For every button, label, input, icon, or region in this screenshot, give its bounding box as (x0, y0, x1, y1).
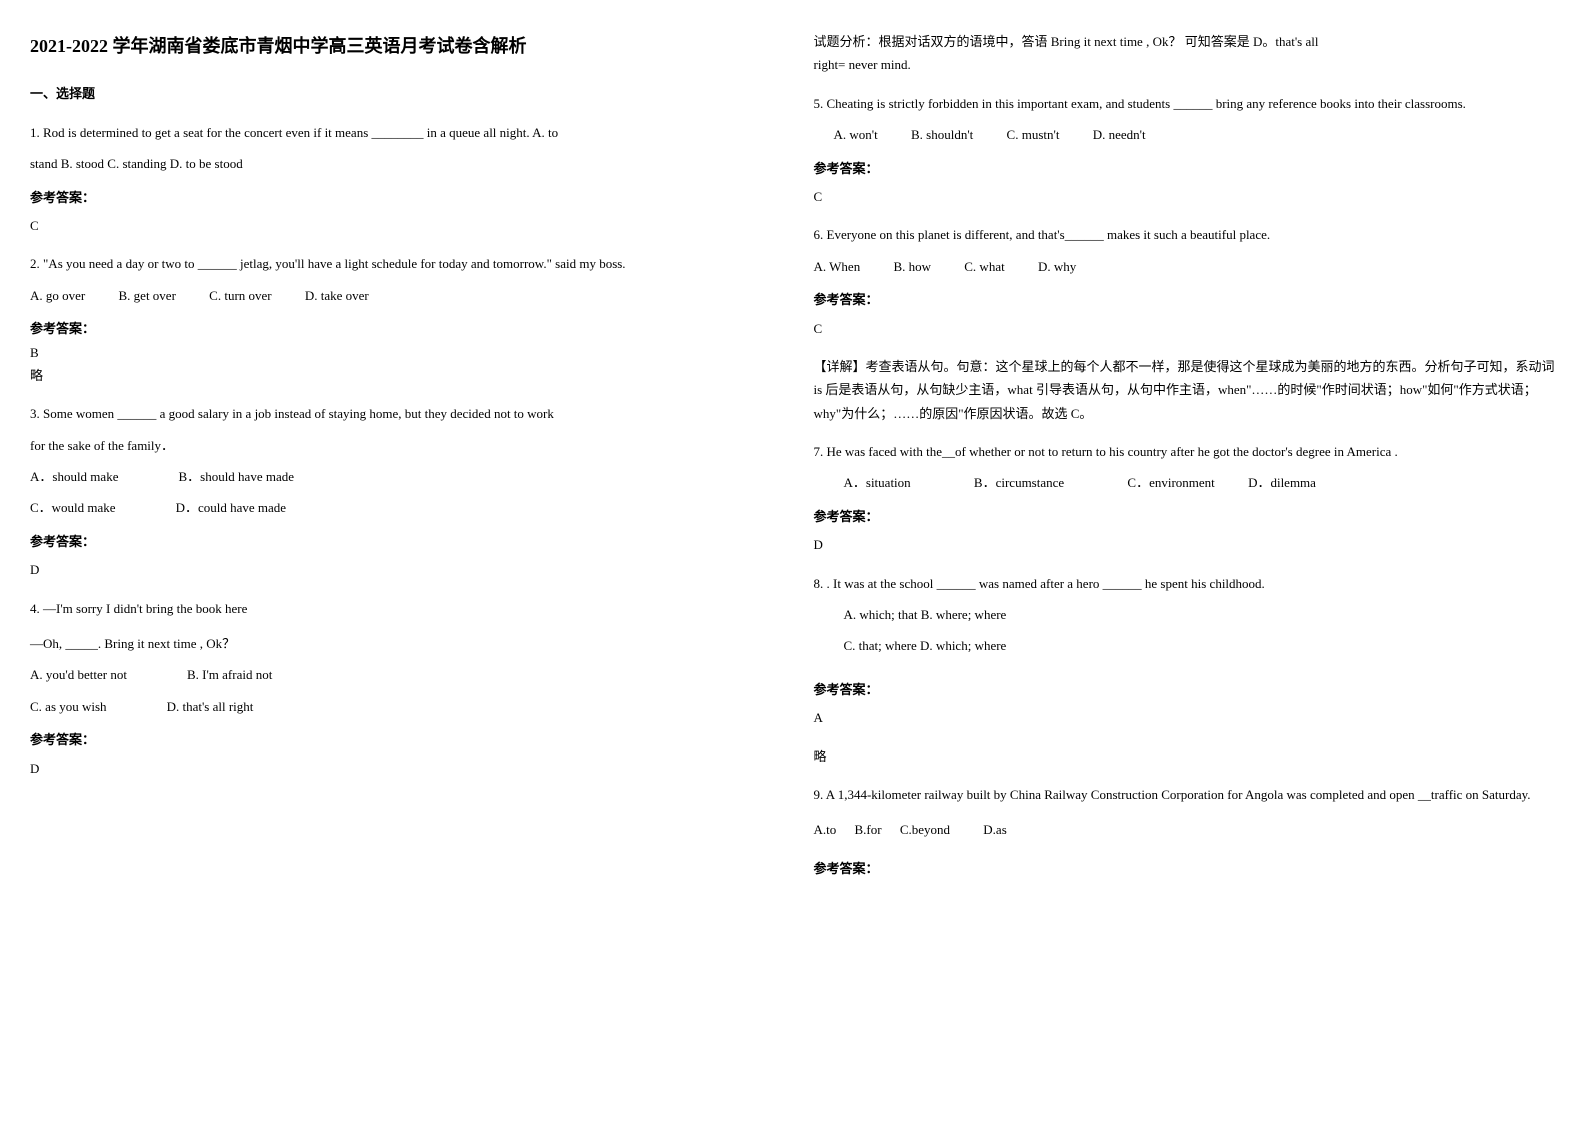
q8-opt-a: A. which; that (844, 607, 918, 622)
q2-text: 2. "As you need a day or two to ______ j… (30, 252, 774, 275)
q7-answer: D (814, 533, 1558, 556)
q2-answer-label: 参考答案： (30, 317, 774, 340)
q4-opt-d: D. that's all right (167, 695, 254, 718)
q8-text: 8. . It was at the school ______ was nam… (814, 572, 1558, 595)
question-8: 8. . It was at the school ______ was nam… (814, 572, 1558, 768)
q4-opt-c: C. as you wish (30, 695, 107, 718)
q6-opt-a: A. When (814, 255, 861, 278)
q6-answer: C (814, 317, 1558, 340)
q7-opt-c: C．environment (1127, 471, 1214, 494)
q9-opt-c: C.beyond (900, 818, 950, 841)
q4-opts-row2: C. as you wish D. that's all right (30, 695, 774, 718)
q5-text: 5. Cheating is strictly forbidden in thi… (814, 92, 1558, 115)
q3-opts-row2: C．would make D．could have made (30, 496, 774, 519)
q4-answer-label: 参考答案： (30, 728, 774, 751)
q1-answer: C (30, 214, 774, 237)
q4-opt-b: B. I'm afraid not (187, 663, 272, 686)
q3-answer: D (30, 558, 774, 581)
question-1: 1. Rod is determined to get a seat for t… (30, 121, 774, 238)
q3-opt-b: B．should have made (178, 465, 294, 488)
q2-opt-a: A. go over (30, 284, 85, 307)
q2-opt-d: D. take over (305, 284, 369, 307)
q9-opt-b: B.for (855, 818, 882, 841)
q5-options: A. won't B. shouldn't C. mustn't D. need… (814, 123, 1558, 146)
q1-answer-label: 参考答案： (30, 186, 774, 209)
q6-opt-b: B. how (893, 255, 931, 278)
page-container: 2021-2022 学年湖南省娄底市青烟中学高三英语月考试卷含解析 一、选择题 … (30, 30, 1557, 895)
q1-text-b: stand B. stood C. standing D. to be stoo… (30, 152, 774, 175)
q2-options: A. go over B. get over C. turn over D. t… (30, 284, 774, 307)
q6-answer-label: 参考答案： (814, 288, 1558, 311)
q5-opt-d: D. needn't (1093, 123, 1146, 146)
analysis4-a: 试题分析：根据对话双方的语境中，答语 Bring it next time , … (814, 30, 1558, 53)
q3-opt-a: A．should make (30, 465, 118, 488)
question-7: 7. He was faced with the__of whether or … (814, 440, 1558, 557)
q2-answer: B (30, 341, 774, 364)
q8-answer: A (814, 706, 1558, 729)
q8-opts-row2: C. that; where D. which; where (814, 634, 1558, 657)
q6-options: A. When B. how C. what D. why (814, 255, 1558, 278)
q2-opt-c: C. turn over (209, 284, 271, 307)
section-header: 一、选择题 (30, 82, 774, 105)
question-6: 6. Everyone on this planet is different,… (814, 223, 1558, 425)
q3-answer-label: 参考答案： (30, 530, 774, 553)
q5-answer-label: 参考答案： (814, 157, 1558, 180)
q8-note: 略 (814, 745, 1558, 768)
q4-opts-row1: A. you'd better not B. I'm afraid not (30, 663, 774, 686)
q9-text: 9. A 1,344-kilometer railway built by Ch… (814, 783, 1558, 806)
q9-opt-a: A.to (814, 818, 837, 841)
q6-opt-d: D. why (1038, 255, 1076, 278)
q5-opt-b: B. shouldn't (911, 123, 973, 146)
question-3: 3. Some women ______ a good salary in a … (30, 402, 774, 581)
q8-opts-row1: A. which; that B. where; where (814, 603, 1558, 626)
q4-analysis: 试题分析：根据对话双方的语境中，答语 Bring it next time , … (814, 30, 1558, 77)
q7-text: 7. He was faced with the__of whether or … (814, 440, 1558, 463)
q3-text-a: 3. Some women ______ a good salary in a … (30, 402, 774, 425)
q9-answer-label: 参考答案： (814, 857, 1558, 880)
q2-note: 略 (30, 364, 774, 387)
q2-opt-b: B. get over (119, 284, 176, 307)
right-column: 试题分析：根据对话双方的语境中，答语 Bring it next time , … (814, 30, 1558, 895)
q7-answer-label: 参考答案： (814, 505, 1558, 528)
question-4: 4. —I'm sorry I didn't bring the book he… (30, 597, 774, 780)
q5-opt-c: C. mustn't (1007, 123, 1060, 146)
q3-opt-d: D．could have made (176, 496, 286, 519)
q7-opt-d: D．dilemma (1248, 471, 1316, 494)
q6-text: 6. Everyone on this planet is different,… (814, 223, 1558, 246)
analysis4-b: right= never mind. (814, 53, 1558, 76)
q1-text-a: 1. Rod is determined to get a seat for t… (30, 121, 774, 144)
q9-opt-d: D.as (983, 818, 1006, 841)
q8-opt-b: B. where; where (921, 607, 1007, 622)
q8-answer-label: 参考答案： (814, 678, 1558, 701)
q5-answer: C (814, 185, 1558, 208)
question-2: 2. "As you need a day or two to ______ j… (30, 252, 774, 387)
q4-opt-a: A. you'd better not (30, 663, 127, 686)
q6-analysis: 【详解】考查表语从句。句意：这个星球上的每个人都不一样，那是使得这个星球成为美丽… (814, 355, 1558, 425)
q4-line1: 4. —I'm sorry I didn't bring the book he… (30, 597, 774, 620)
left-column: 2021-2022 学年湖南省娄底市青烟中学高三英语月考试卷含解析 一、选择题 … (30, 30, 774, 895)
question-5: 5. Cheating is strictly forbidden in thi… (814, 92, 1558, 209)
q8-opt-d: D. which; where (920, 638, 1006, 653)
q9-options: A.to B.for C.beyond D.as (814, 818, 1558, 841)
q5-opt-a: A. won't (834, 123, 878, 146)
q7-options: A．situation B．circumstance C．environment… (814, 471, 1558, 494)
question-9: 9. A 1,344-kilometer railway built by Ch… (814, 783, 1558, 880)
q3-text-b: for the sake of the family． (30, 434, 774, 457)
q6-opt-c: C. what (964, 255, 1004, 278)
doc-title: 2021-2022 学年湖南省娄底市青烟中学高三英语月考试卷含解析 (30, 30, 774, 62)
q7-opt-a: A．situation (844, 471, 911, 494)
q3-opt-c: C．would make (30, 496, 116, 519)
q7-opt-b: B．circumstance (974, 471, 1064, 494)
q4-answer: D (30, 757, 774, 780)
q4-line2: —Oh, _____. Bring it next time , Ok？ (30, 632, 774, 655)
q8-opt-c: C. that; where (844, 638, 917, 653)
q3-opts-row1: A．should make B．should have made (30, 465, 774, 488)
